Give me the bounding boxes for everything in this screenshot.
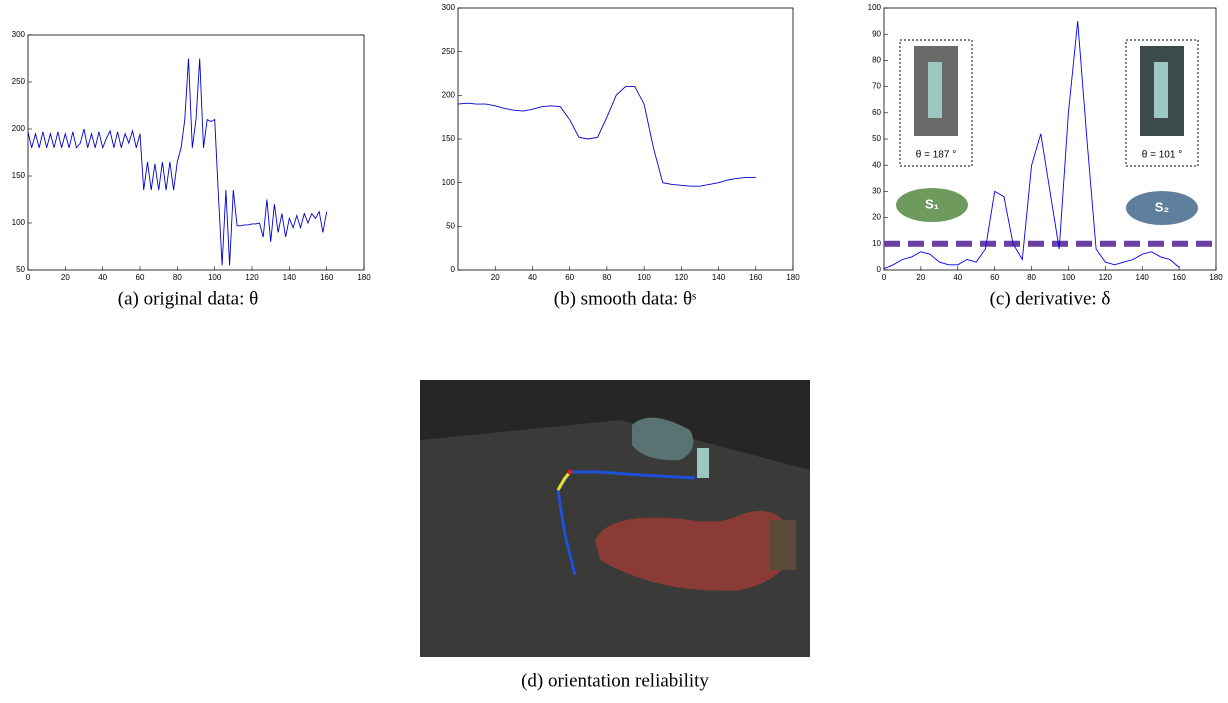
x-tick-label: 60	[136, 273, 145, 282]
photo-person	[770, 520, 796, 570]
x-tick-label: 40	[953, 273, 962, 282]
y-tick-label: 200	[12, 124, 26, 133]
plot-frame	[27, 34, 365, 271]
x-tick-label: 0	[26, 273, 31, 282]
x-tick-label: 180	[357, 273, 371, 282]
x-tick-label: 80	[1027, 273, 1036, 282]
x-tick-label: 180	[1209, 273, 1223, 282]
y-tick-label: 70	[872, 82, 881, 91]
y-tick-label: 20	[872, 213, 881, 222]
x-tick-label: 100	[637, 273, 651, 282]
x-tick-label: 0	[882, 273, 887, 282]
y-tick-label: 0	[877, 265, 882, 274]
y-tick-label: 0	[451, 265, 456, 274]
data-line	[883, 21, 1180, 270]
y-tick-label: 150	[12, 171, 26, 180]
caption: (c) derivative: δ	[990, 288, 1111, 309]
photo-trajectory	[556, 471, 572, 491]
y-tick-label: 150	[442, 134, 456, 143]
photo-wall	[420, 380, 810, 470]
y-tick-label: 250	[442, 47, 456, 56]
x-tick-label: 140	[1136, 273, 1150, 282]
photo-table	[595, 510, 795, 591]
y-tick-label: 100	[868, 3, 882, 12]
x-tick-label: 140	[283, 273, 297, 282]
y-tick-label: 250	[12, 77, 26, 86]
x-tick-label: 80	[602, 273, 611, 282]
segment-label: S₁	[925, 196, 939, 211]
annotation: θ = 101 °	[1142, 150, 1182, 161]
x-tick-label: 100	[1062, 273, 1076, 282]
caption: (d) orientation reliability	[521, 670, 709, 691]
inset-person	[928, 62, 942, 118]
x-tick-label: 120	[675, 273, 689, 282]
x-tick-label: 40	[98, 273, 107, 282]
photo-trajectory	[567, 469, 573, 475]
x-tick-label: 100	[208, 273, 222, 282]
y-tick-label: 40	[872, 160, 881, 169]
x-tick-label: 60	[565, 273, 574, 282]
y-tick-label: 30	[872, 187, 881, 196]
y-tick-label: 300	[442, 3, 456, 12]
x-tick-label: 120	[1099, 273, 1113, 282]
y-tick-label: 80	[872, 56, 881, 65]
y-tick-label: 50	[872, 134, 881, 143]
caption: (a) original data: θ	[118, 288, 258, 309]
x-tick-label: 20	[916, 273, 925, 282]
y-tick-label: 90	[872, 29, 881, 38]
x-tick-label: 160	[1172, 273, 1186, 282]
y-tick-label: 60	[872, 108, 881, 117]
x-tick-label: 60	[990, 273, 999, 282]
photo-person	[697, 448, 709, 478]
y-tick-label: 100	[12, 218, 26, 227]
x-tick-label: 160	[749, 273, 763, 282]
x-tick-label: 160	[320, 273, 334, 282]
data-line	[27, 58, 328, 266]
x-tick-label: 140	[712, 273, 726, 282]
x-tick-label: 40	[528, 273, 537, 282]
segment-label: S₂	[1155, 199, 1170, 214]
annotation: θ = 187 °	[916, 150, 956, 161]
y-tick-label: 50	[16, 265, 25, 274]
y-tick-label: 50	[446, 221, 455, 230]
x-tick-label: 120	[245, 273, 259, 282]
y-tick-label: 10	[872, 239, 881, 248]
x-tick-label: 80	[173, 273, 182, 282]
inset-person	[1154, 62, 1168, 118]
y-tick-label: 300	[12, 30, 26, 39]
segment-marker	[1126, 191, 1198, 225]
x-tick-label: 180	[786, 273, 800, 282]
x-tick-label: 20	[61, 273, 70, 282]
photo-table	[632, 417, 694, 461]
photo	[420, 380, 810, 657]
caption: (b) smooth data: θˢ	[554, 288, 696, 309]
x-tick-label: 20	[491, 273, 500, 282]
y-tick-label: 100	[442, 178, 456, 187]
y-tick-label: 200	[442, 90, 456, 99]
data-line	[457, 86, 756, 187]
segment-marker	[896, 188, 968, 222]
plot-frame	[457, 7, 794, 271]
